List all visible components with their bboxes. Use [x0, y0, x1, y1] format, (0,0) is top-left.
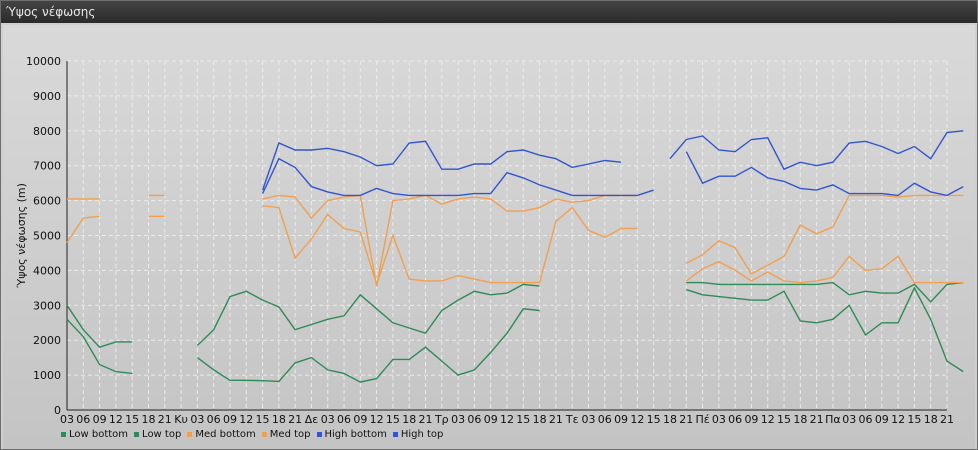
x-tick-label: 09 — [93, 413, 107, 425]
x-tick-label: 06 — [207, 413, 221, 425]
window-title: Ύψος νέφωσης — [1, 1, 977, 23]
x-tick-label: 12 — [239, 413, 253, 425]
legend-swatch — [61, 431, 66, 437]
x-tick-label: 06 — [728, 413, 742, 425]
y-tick-label: 7000 — [33, 160, 61, 173]
x-tick-label: 18 — [272, 413, 286, 425]
cloud-height-chart: 0 1000 2000 3000 4000 5000 6000 7000 8000 9000 100… — [15, 55, 964, 426]
x-tick-label: 03 — [451, 413, 465, 425]
series-line-high-top — [261, 130, 964, 191]
x-tick-label: 15 — [256, 413, 270, 425]
x-tick-label: 03 — [190, 413, 204, 425]
x-tick-label: 12 — [891, 413, 905, 425]
x-tick-label: 06 — [598, 413, 612, 425]
x-tick-label: 21 — [549, 413, 563, 425]
legend-swatch — [134, 431, 140, 437]
series-line-med-top — [67, 194, 964, 287]
x-tick-label: 21 — [679, 413, 693, 425]
y-tick-label: 1000 — [33, 369, 61, 382]
x-tick-label: 03 — [60, 413, 74, 425]
legend-label: Med top — [269, 428, 311, 440]
y-tick-label: 10000 — [26, 55, 61, 68]
x-tick-label: Πα — [825, 413, 841, 425]
x-tick-label: Κυ — [174, 413, 188, 425]
series-line-high-bottom — [261, 151, 964, 197]
legend-label: Low bottom — [69, 428, 129, 440]
y-tick-label: 4000 — [33, 264, 61, 277]
x-tick-label: 09 — [744, 413, 758, 425]
x-tick-label: Πέ — [695, 413, 709, 425]
series-line-low-bottom — [66, 286, 964, 383]
legend-label: Low top — [142, 428, 182, 440]
x-tick-label: 09 — [614, 413, 628, 425]
x-tick-label: 09 — [484, 413, 498, 425]
x-tick-label: 21 — [158, 413, 172, 425]
x-tick-label: 15 — [125, 413, 139, 425]
legend-swatch — [392, 431, 398, 437]
x-tick-label: 06 — [76, 413, 90, 425]
legend-item: Low bottom — [61, 427, 128, 441]
y-tick-label: 8000 — [33, 125, 61, 138]
y-tick-label: 2000 — [33, 334, 61, 347]
x-tick-label: 12 — [630, 413, 644, 425]
x-tick-label: 12 — [761, 413, 775, 425]
x-tick-label: 15 — [777, 413, 791, 425]
x-tick-label: 06 — [859, 413, 873, 425]
x-tick-label: 09 — [875, 413, 889, 425]
x-tick-label: 12 — [109, 413, 123, 425]
plot-area: 0 1000 2000 3000 4000 5000 6000 7000 8000 9000 100… — [3, 25, 975, 449]
series-line-low-top — [66, 281, 964, 349]
legend-item: High bottom — [316, 427, 387, 441]
legend-swatch — [261, 431, 267, 437]
x-tick-label: 18 — [533, 413, 547, 425]
legend-swatch — [187, 431, 193, 437]
y-tick-label: 9000 — [33, 90, 61, 103]
y-tick-label: 6000 — [33, 195, 61, 208]
x-tick-label: 18 — [402, 413, 416, 425]
x-tick-label: 18 — [793, 413, 807, 425]
y-tick-label: 0 — [54, 404, 61, 417]
x-tick-label: 21 — [940, 413, 954, 425]
x-tick-label: 06 — [337, 413, 351, 425]
x-tick-label: 03 — [712, 413, 726, 425]
x-tick-label: 18 — [663, 413, 677, 425]
x-tick-label: Τρ — [434, 413, 449, 425]
y-axis-label: Ύψος νέφωσης (m) — [15, 183, 28, 289]
legend-label: High top — [400, 428, 444, 440]
legend-swatch — [316, 431, 322, 437]
x-tick-label: 18 — [924, 413, 938, 425]
x-tick-label: 15 — [907, 413, 921, 425]
x-tick-label: 03 — [321, 413, 335, 425]
legend-label: Med bottom — [195, 428, 256, 440]
x-tick-label: 18 — [141, 413, 155, 425]
x-tick-label: 09 — [223, 413, 237, 425]
x-tick-label: 03 — [581, 413, 595, 425]
x-tick-label: Δε — [305, 413, 319, 425]
x-tick-label: 15 — [516, 413, 530, 425]
legend-item: Med bottom — [187, 427, 256, 441]
series-line-med-bottom — [66, 205, 964, 287]
x-tick-label: 12 — [500, 413, 514, 425]
x-tick-label: 21 — [810, 413, 824, 425]
legend-item: Med top — [261, 427, 311, 441]
y-tick-label: 3000 — [33, 299, 61, 312]
legend: Low bottom Low top Med bottom Med top High b… — [61, 427, 443, 441]
y-tick-label: 5000 — [33, 230, 61, 243]
x-tick-label: 15 — [386, 413, 400, 425]
x-tick-label: 06 — [467, 413, 481, 425]
x-tick-label: 15 — [647, 413, 661, 425]
x-tick-label: 09 — [353, 413, 367, 425]
x-tick-label: 12 — [370, 413, 384, 425]
legend-item: High top — [392, 427, 444, 441]
x-tick-label: 21 — [419, 413, 433, 425]
x-tick-label: Τε — [565, 413, 579, 425]
legend-item: Low top — [134, 427, 181, 441]
x-tick-label: 03 — [842, 413, 856, 425]
legend-label: High bottom — [324, 428, 387, 440]
x-tick-label: 21 — [288, 413, 302, 425]
